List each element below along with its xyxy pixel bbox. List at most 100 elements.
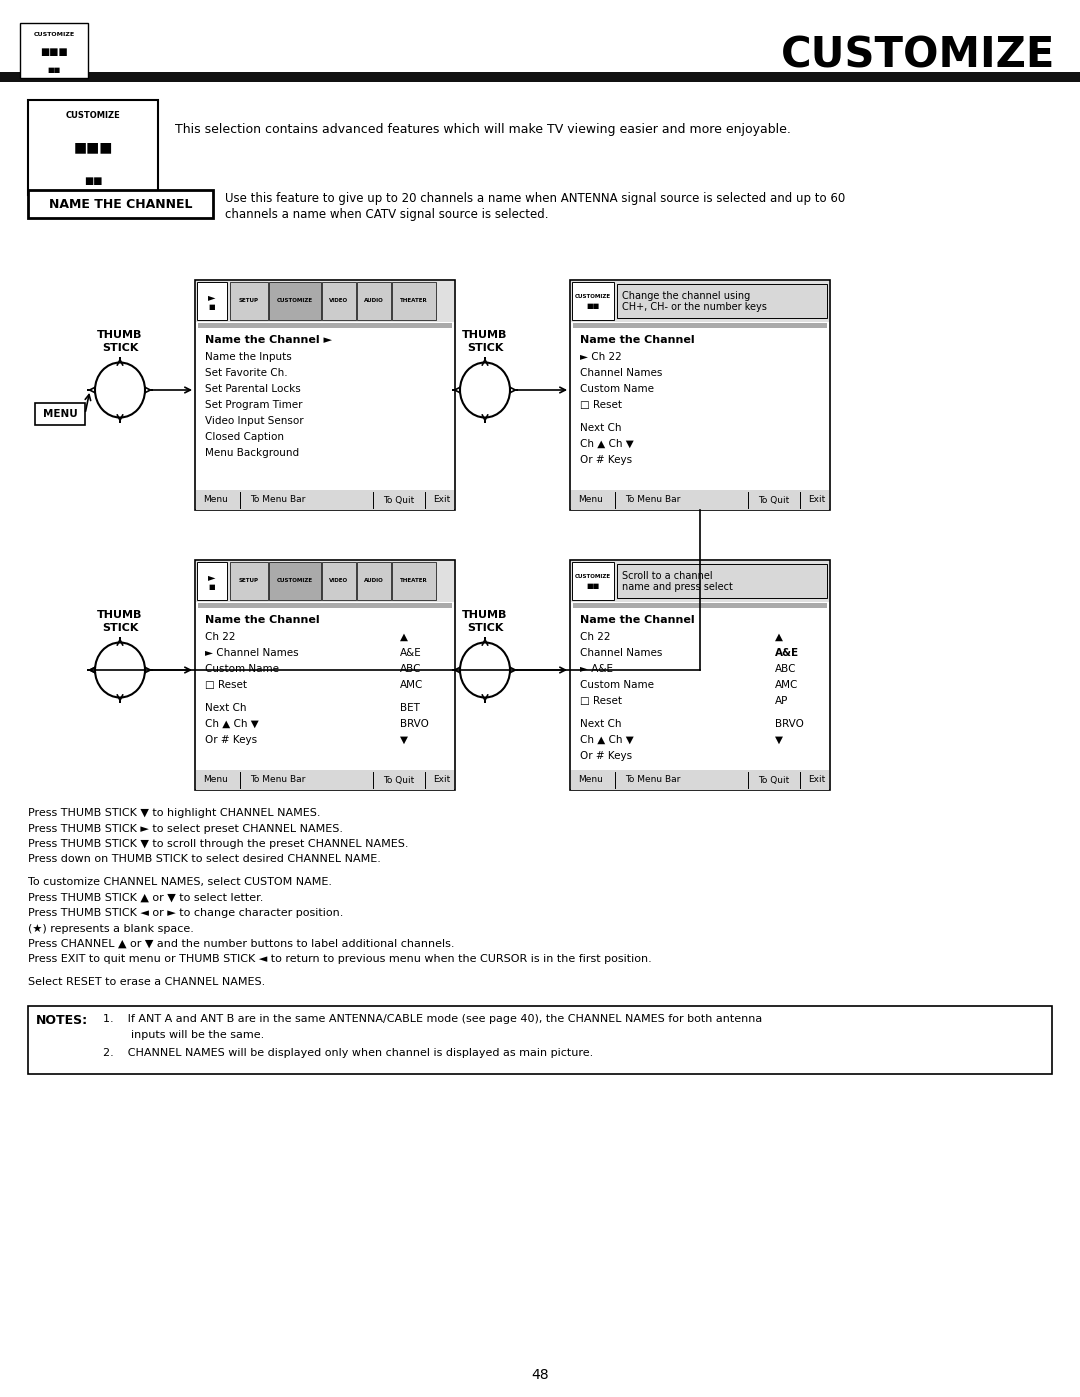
Text: Name the Channel: Name the Channel: [580, 615, 694, 624]
Bar: [195, 279, 455, 510]
Text: Name the Inputs: Name the Inputs: [205, 352, 292, 362]
Text: ■■: ■■: [48, 67, 60, 73]
Text: SETUP: SETUP: [239, 578, 259, 584]
Text: ABC: ABC: [775, 664, 797, 673]
Bar: [573, 323, 827, 328]
Text: Menu: Menu: [203, 775, 228, 785]
Text: AMC: AMC: [400, 680, 423, 690]
Text: Ch ▲ Ch ▼: Ch ▲ Ch ▼: [580, 735, 634, 745]
Text: CUSTOMIZE: CUSTOMIZE: [66, 112, 120, 120]
Text: Or # Keys: Or # Keys: [580, 455, 632, 465]
Text: NAME THE CHANNEL: NAME THE CHANNEL: [49, 197, 192, 211]
Text: Custom Name: Custom Name: [580, 384, 654, 394]
Text: Channel Names: Channel Names: [580, 367, 662, 379]
Text: THUMB: THUMB: [462, 330, 508, 339]
Text: Name the Channel: Name the Channel: [580, 335, 694, 345]
Text: ►: ►: [208, 292, 216, 302]
Bar: [195, 770, 454, 789]
Bar: [21, 22, 87, 78]
Bar: [571, 770, 829, 789]
Bar: [392, 282, 436, 320]
Text: Channel Names: Channel Names: [580, 648, 662, 658]
Bar: [197, 282, 227, 320]
Text: CUSTOMIZE: CUSTOMIZE: [575, 293, 611, 299]
Text: Scroll to a channel: Scroll to a channel: [622, 571, 713, 581]
Bar: [198, 323, 453, 328]
Bar: [571, 562, 829, 602]
Bar: [572, 562, 615, 599]
Text: To Menu Bar: To Menu Bar: [625, 496, 680, 504]
Text: BET: BET: [400, 703, 420, 712]
Text: VIDEO: VIDEO: [329, 578, 349, 584]
Text: ► Channel Names: ► Channel Names: [205, 648, 299, 658]
Text: THUMB: THUMB: [462, 610, 508, 620]
Bar: [570, 560, 831, 789]
Text: ▼: ▼: [400, 735, 408, 745]
Bar: [35, 402, 85, 425]
Text: Or # Keys: Or # Keys: [580, 752, 632, 761]
Text: To customize CHANNEL NAMES, select CUSTOM NAME.: To customize CHANNEL NAMES, select CUSTO…: [28, 877, 332, 887]
Text: AUDIO: AUDIO: [364, 578, 383, 584]
Bar: [617, 564, 827, 598]
Text: SETUP: SETUP: [239, 299, 259, 303]
Text: AP: AP: [775, 696, 788, 705]
Text: Or # Keys: Or # Keys: [205, 735, 257, 745]
Text: STICK: STICK: [102, 623, 138, 633]
Text: ■■: ■■: [586, 303, 599, 309]
Bar: [230, 282, 268, 320]
Text: CUSTOMIZE: CUSTOMIZE: [33, 32, 75, 38]
Text: Press THUMB STICK ▼ to highlight CHANNEL NAMES.: Press THUMB STICK ▼ to highlight CHANNEL…: [28, 807, 321, 819]
Text: Menu: Menu: [203, 496, 228, 504]
Text: To Menu Bar: To Menu Bar: [625, 775, 680, 785]
Text: Custom Name: Custom Name: [580, 680, 654, 690]
Text: Name the Channel ►: Name the Channel ►: [205, 335, 332, 345]
Text: Press THUMB STICK ◄ or ► to change character position.: Press THUMB STICK ◄ or ► to change chara…: [28, 908, 343, 918]
Bar: [195, 562, 454, 602]
Text: THEATER: THEATER: [400, 578, 428, 584]
Text: Ch ▲ Ch ▼: Ch ▲ Ch ▼: [205, 719, 259, 729]
Bar: [198, 604, 453, 608]
Text: AMC: AMC: [775, 680, 798, 690]
Text: ► A&E: ► A&E: [580, 664, 613, 673]
Text: Ch 22: Ch 22: [580, 631, 610, 643]
Text: To Quit: To Quit: [383, 775, 415, 785]
Text: Next Ch: Next Ch: [580, 719, 621, 729]
Bar: [571, 281, 829, 321]
Text: BRVO: BRVO: [400, 719, 429, 729]
Text: CUSTOMIZE: CUSTOMIZE: [575, 574, 611, 578]
Text: Custom Name: Custom Name: [205, 664, 279, 673]
Text: Name the Channel: Name the Channel: [205, 615, 320, 624]
Bar: [195, 560, 455, 789]
Bar: [322, 562, 356, 599]
Text: Set Favorite Ch.: Set Favorite Ch.: [205, 367, 287, 379]
Text: name and press select: name and press select: [622, 583, 733, 592]
Bar: [617, 284, 827, 319]
Text: Video Input Sensor: Video Input Sensor: [205, 416, 303, 426]
Text: Exit: Exit: [808, 775, 825, 785]
Bar: [570, 279, 831, 510]
Text: AUDIO: AUDIO: [364, 299, 383, 303]
Text: Press CHANNEL ▲ or ▼ and the number buttons to label additional channels.: Press CHANNEL ▲ or ▼ and the number butt…: [28, 939, 455, 949]
Bar: [571, 490, 829, 510]
Text: Change the channel using: Change the channel using: [622, 291, 751, 300]
Text: CH+, CH- or the number keys: CH+, CH- or the number keys: [622, 302, 767, 312]
Bar: [269, 282, 321, 320]
Text: Press EXIT to quit menu or THUMB STICK ◄ to return to previous menu when the CUR: Press EXIT to quit menu or THUMB STICK ◄…: [28, 954, 651, 964]
Text: 2.    CHANNEL NAMES will be displayed only when channel is displayed as main pic: 2. CHANNEL NAMES will be displayed only …: [103, 1048, 593, 1058]
Bar: [357, 282, 391, 320]
Text: inputs will be the same.: inputs will be the same.: [103, 1031, 265, 1041]
Bar: [197, 562, 227, 599]
Text: Exit: Exit: [433, 775, 450, 785]
Text: ►: ►: [208, 571, 216, 583]
Text: Menu: Menu: [578, 496, 603, 504]
Text: ▲: ▲: [400, 631, 408, 643]
Text: Ch 22: Ch 22: [205, 631, 235, 643]
Text: ▲: ▲: [775, 631, 783, 643]
Text: Ch ▲ Ch ▼: Ch ▲ Ch ▼: [580, 439, 634, 448]
Text: Menu: Menu: [578, 775, 603, 785]
Text: 48: 48: [531, 1368, 549, 1382]
Text: ■■: ■■: [586, 583, 599, 590]
Text: Next Ch: Next Ch: [580, 423, 621, 433]
Text: VIDEO: VIDEO: [329, 299, 349, 303]
Text: A&E: A&E: [400, 648, 422, 658]
